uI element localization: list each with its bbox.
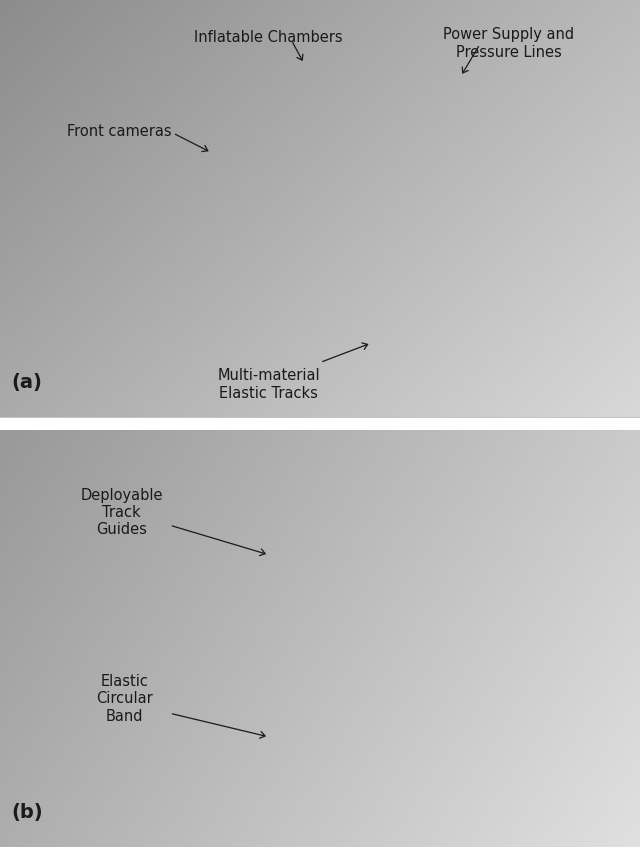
Text: (b): (b) bbox=[12, 803, 43, 822]
Text: Elastic
Circular
Band: Elastic Circular Band bbox=[97, 674, 153, 723]
Text: Power Supply and
Pressure Lines: Power Supply and Pressure Lines bbox=[444, 27, 574, 59]
Text: Multi-material
Elastic Tracks: Multi-material Elastic Tracks bbox=[218, 368, 320, 401]
Text: Deployable
Track
Guides: Deployable Track Guides bbox=[81, 488, 163, 537]
Text: Front cameras: Front cameras bbox=[67, 124, 172, 139]
Text: Inflatable Chambers: Inflatable Chambers bbox=[195, 30, 343, 45]
Text: (a): (a) bbox=[12, 373, 42, 391]
